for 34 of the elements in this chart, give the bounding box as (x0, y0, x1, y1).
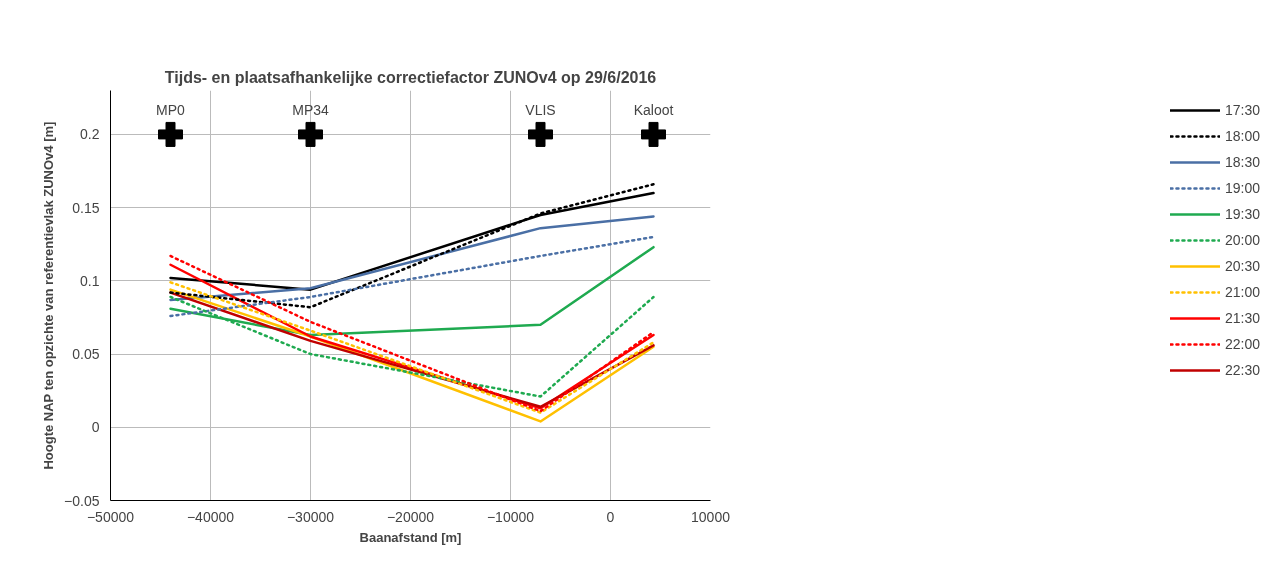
annotation: Kaloot (633, 102, 674, 119)
chart-title: Tijds- en plaatsafhankelijke correctiefactor ZUNOv4 op 29/6/2016 (164, 68, 657, 86)
x-tick-label: 10000 (691, 508, 731, 525)
legend-label: 18:00 (1224, 128, 1260, 144)
y-tick-label: 0 (91, 419, 100, 436)
y-tick-label: 0.1 (80, 272, 100, 289)
x-tick-label: −10000 (486, 508, 535, 525)
line-series (169, 215, 655, 302)
legend-label: 17:30 (1224, 102, 1260, 118)
y-tick-label: 0.2 (80, 126, 100, 143)
legend-label: 18:30 (1224, 154, 1260, 170)
legend-label: 21:30 (1224, 310, 1260, 326)
legend-label: 22:00 (1224, 336, 1260, 352)
y-axis-title: Hoogte NAP ten opzichte van referentievlak ZUNOv4 [m] (41, 121, 57, 470)
x-tick-label: −40000 (186, 508, 235, 525)
legend-label: 20:00 (1224, 232, 1260, 248)
annotation: MP34 (292, 102, 329, 119)
x-tick-label: −50000 (86, 508, 135, 525)
x-axis-title: Baanafstand [m] (359, 529, 462, 545)
legend-label: 19:00 (1224, 180, 1260, 196)
annotation: MP0 (156, 102, 186, 119)
line-series (169, 182, 655, 309)
x-tick-label: −30000 (286, 508, 335, 525)
x-tick-label: 0 (606, 508, 615, 525)
legend-label: 22:30 (1224, 362, 1260, 378)
y-tick-label: −0.05 (64, 492, 100, 509)
annotation: VLIS (525, 102, 556, 119)
x-tick-label: −20000 (386, 508, 435, 525)
legend-label: 19:30 (1224, 206, 1260, 222)
line-series (169, 235, 655, 318)
legend-label: 20:30 (1224, 258, 1260, 274)
legend-label: 21:00 (1224, 284, 1260, 300)
y-tick-label: 0.15 (72, 199, 100, 216)
y-tick-label: 0.05 (72, 346, 100, 363)
